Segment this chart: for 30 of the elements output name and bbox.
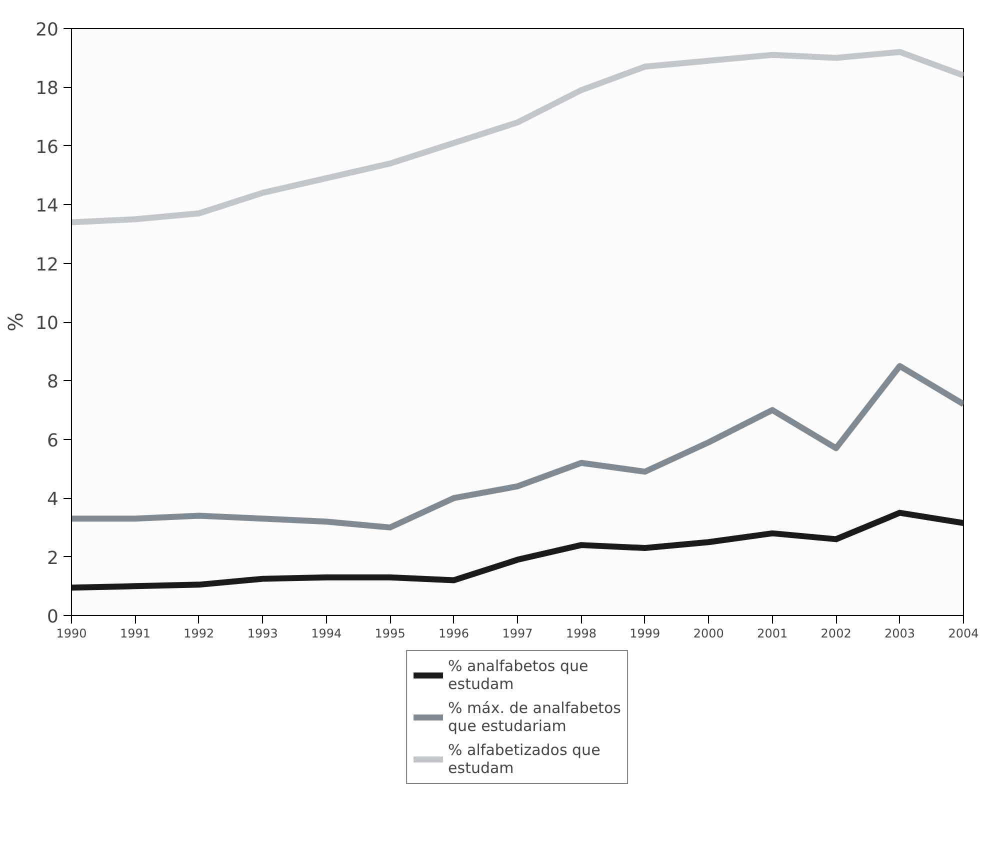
x-tick-label: 2004 xyxy=(948,626,979,640)
y-tick-label: 6 xyxy=(47,430,58,452)
y-tick-label: 2 xyxy=(47,548,58,569)
x-tick-label: 1996 xyxy=(438,626,470,640)
x-tick-label: 2002 xyxy=(820,626,852,640)
y-tick-label: 10 xyxy=(36,313,58,334)
legend-label: % alfabetizados que estudam xyxy=(448,741,600,777)
legend-label: % máx. de analfabetos que estudariam xyxy=(448,699,621,735)
x-tick-label: 1999 xyxy=(630,626,660,640)
x-tick-label: 2001 xyxy=(757,626,788,640)
y-axis-title: % xyxy=(4,312,28,332)
x-tick-label: 2003 xyxy=(884,626,916,640)
y-tick-label: 0 xyxy=(47,606,58,628)
y-tick-label: 4 xyxy=(47,489,58,510)
y-tick-label: 16 xyxy=(36,136,58,158)
legend-label: % analfabetos que estudam xyxy=(448,657,588,693)
x-tick-label: 2000 xyxy=(693,626,724,640)
y-tick-label: 14 xyxy=(36,196,58,217)
y-tick-label: 12 xyxy=(36,254,58,276)
x-tick-label: 1994 xyxy=(311,626,342,640)
x-tick-label: 1995 xyxy=(374,626,406,640)
x-tick-label: 1998 xyxy=(566,626,596,640)
x-tick-label: 1993 xyxy=(247,626,278,640)
y-tick-label: 20 xyxy=(36,20,58,40)
y-tick-label: 8 xyxy=(47,372,58,393)
x-tick-label: 1992 xyxy=(184,626,214,640)
y-tick-label: 18 xyxy=(36,78,58,100)
x-tick-label: 1991 xyxy=(120,626,150,640)
x-tick-label: 1997 xyxy=(502,626,533,640)
x-tick-label: 1990 xyxy=(56,626,87,640)
